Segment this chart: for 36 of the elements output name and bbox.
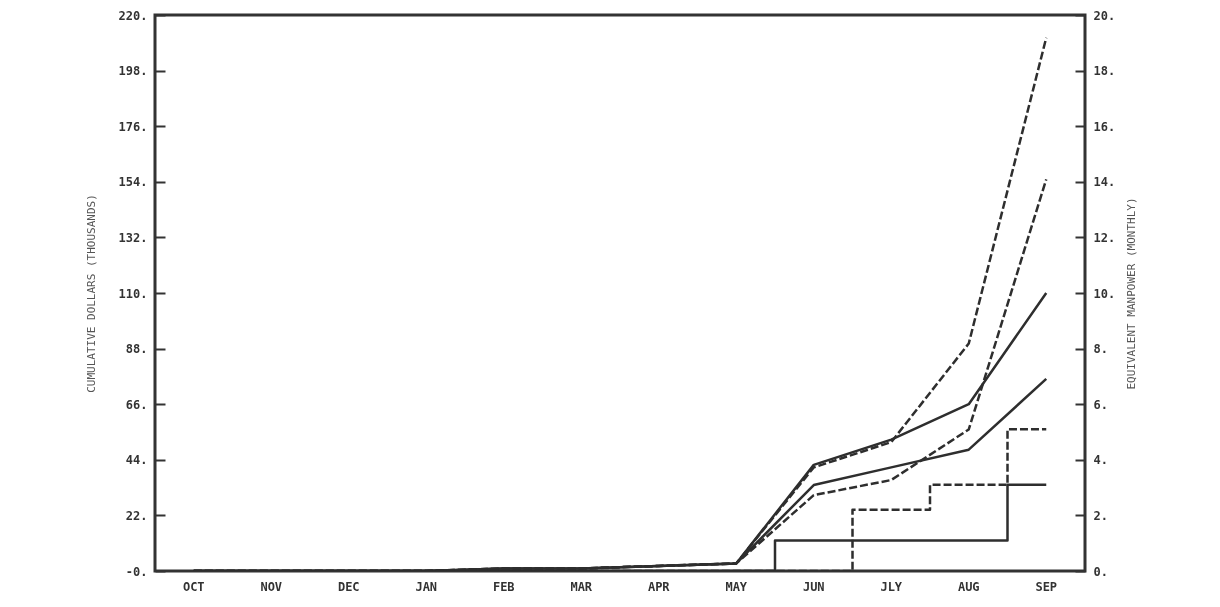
y2-tick-label: 0. <box>1093 564 1108 579</box>
y2-tick-label: 18. <box>1093 64 1116 79</box>
y-tick-label: 88. <box>125 342 148 357</box>
y-tick-label: 110. <box>118 286 148 301</box>
x-tick-label: JUN <box>802 579 825 594</box>
y-tick-label: 176. <box>118 119 148 134</box>
y2-tick-label: 8. <box>1093 342 1108 357</box>
y2-tick-label: 10. <box>1093 286 1116 301</box>
x-tick-label: SEP <box>1035 579 1058 594</box>
y-axis-title: CUMULATIVE DOLLARS (THOUSANDS) <box>84 194 98 393</box>
y2-tick-label: 6. <box>1093 397 1108 412</box>
y2-tick-label: 14. <box>1093 175 1116 190</box>
x-tick-label: AUG <box>957 579 980 594</box>
y2-tick-label: 20. <box>1093 8 1116 23</box>
x-tick-label: JAN <box>415 579 438 594</box>
y2-tick-label: 4. <box>1093 453 1108 468</box>
x-tick-label: JLY <box>880 579 903 594</box>
x-tick-label: APR <box>647 579 671 594</box>
y-tick-label: 198. <box>118 64 148 79</box>
y-tick-label: 22. <box>125 508 148 523</box>
x-tick-label: NOV <box>260 579 283 594</box>
y-tick-label: 154. <box>118 175 148 190</box>
x-tick-label: FEB <box>492 579 515 594</box>
y-tick-label: -0. <box>125 564 148 579</box>
y-tick-label: 44. <box>125 453 148 468</box>
y2-tick-label: 12. <box>1093 230 1116 245</box>
y2-tick-label: 16. <box>1093 119 1116 134</box>
y2-tick-label: 2. <box>1093 508 1108 523</box>
x-tick-label: DEC <box>337 579 360 594</box>
x-tick-label: OCT <box>182 579 205 594</box>
x-tick-label: MAR <box>570 579 593 594</box>
y-tick-label: 66. <box>125 397 148 412</box>
y-tick-label: 220. <box>118 8 148 23</box>
y-tick-label: 132. <box>118 230 148 245</box>
x-tick-label: MAY <box>725 579 748 594</box>
y2-axis-title: EQUIVALENT MANPOWER (MONTHLY) <box>1125 197 1139 390</box>
